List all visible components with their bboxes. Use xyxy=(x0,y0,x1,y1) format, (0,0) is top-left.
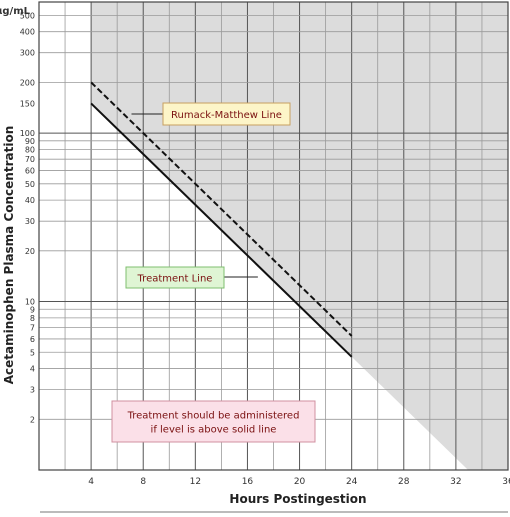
y-tick-label: 8 xyxy=(30,314,35,323)
y-tick-label: 150 xyxy=(20,99,35,108)
y-tick-label: 3 xyxy=(30,386,35,395)
y-tick-label: 300 xyxy=(20,49,35,58)
x-tick-label: 32 xyxy=(450,477,461,487)
treatment-line-annotation: Treatment Line xyxy=(126,267,224,288)
x-tick-label: 12 xyxy=(190,477,201,487)
rumack-matthew-annotation-text: Rumack-Matthew Line xyxy=(171,110,282,121)
y-tick-label: 90 xyxy=(25,137,35,146)
treatment-advice-annotation: Treatment should be administered if level… xyxy=(112,401,315,442)
y-tick-label: 200 xyxy=(20,78,35,87)
y-tick-label: 7 xyxy=(30,324,35,333)
y-tick-label: 30 xyxy=(25,217,35,226)
y-tick-label: 100 xyxy=(20,129,35,138)
y-tick-label: 80 xyxy=(25,145,35,154)
y-tick-label: 6 xyxy=(30,335,35,344)
treatment-line-annotation-text: Treatment Line xyxy=(137,274,213,285)
y-tick-label: 9 xyxy=(30,305,35,314)
y-tick-label: 2 xyxy=(30,415,35,424)
treatment-advice-annotation-text: Treatment should be administered xyxy=(127,411,300,422)
y-tick-label: 70 xyxy=(25,155,35,164)
y-tick-label: 400 xyxy=(20,28,35,37)
y-tick-label: 20 xyxy=(25,247,35,256)
y-tick-label: 50 xyxy=(25,180,35,189)
y-tick-label: 40 xyxy=(25,196,35,205)
x-tick-label: 16 xyxy=(242,477,254,487)
x-tick-label: 28 xyxy=(398,477,410,487)
rumack-matthew-annotation: Rumack-Matthew Line xyxy=(163,103,290,125)
x-tick-label: 20 xyxy=(294,477,306,487)
y-tick-label: 60 xyxy=(25,166,35,175)
x-axis-label: Hours Postingestion xyxy=(229,492,366,506)
y-tick-label: 5 xyxy=(30,348,35,357)
y-tick-label: 4 xyxy=(30,365,35,374)
x-tick-label: 4 xyxy=(88,477,94,487)
x-tick-label: 24 xyxy=(346,477,358,487)
y-axis-label: Acetaminophen Plasma Concentration xyxy=(2,126,16,384)
y-tick-label: 10 xyxy=(25,298,35,307)
unit-label: µg/mL xyxy=(0,6,31,17)
treatment-advice-annotation-text: if level is above solid line xyxy=(151,424,277,435)
x-tick-label: 36 xyxy=(502,477,510,487)
x-tick-label: 8 xyxy=(140,477,146,487)
